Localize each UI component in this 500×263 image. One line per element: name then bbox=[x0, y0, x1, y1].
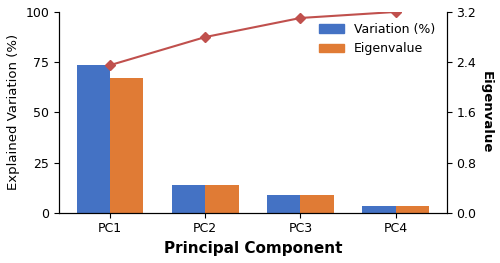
Bar bbox=[76, 65, 110, 213]
Bar bbox=[362, 206, 396, 213]
Bar bbox=[172, 185, 206, 213]
Legend: Variation (%), Eigenvalue: Variation (%), Eigenvalue bbox=[314, 18, 440, 60]
Bar bbox=[300, 195, 334, 213]
Bar bbox=[396, 206, 429, 213]
Y-axis label: Explained Variation (%): Explained Variation (%) bbox=[7, 34, 20, 190]
Bar bbox=[110, 78, 144, 213]
Y-axis label: Eigenvalue: Eigenvalue bbox=[480, 71, 493, 154]
X-axis label: Principal Component: Principal Component bbox=[164, 241, 342, 256]
Bar bbox=[267, 195, 300, 213]
Bar bbox=[206, 185, 238, 213]
